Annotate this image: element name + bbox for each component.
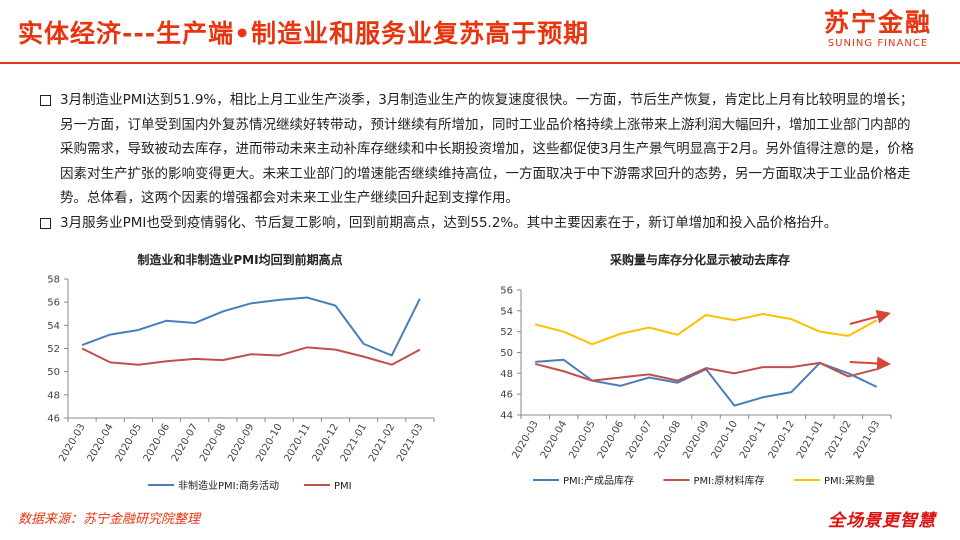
- chart-title: 采购量与库存分化显示被动去库存: [609, 252, 790, 267]
- y-tick-label: 52: [47, 344, 60, 355]
- series-line: [81, 296, 421, 357]
- x-tick-label: 2020-06: [142, 422, 172, 464]
- x-tick-label: 2021-02: [823, 419, 853, 461]
- brand-logo: 苏宁金融 SUNING FINANCE: [824, 8, 932, 50]
- series-line: [534, 312, 878, 346]
- x-tick-label: 2020-07: [624, 419, 654, 461]
- title-divider: [0, 62, 960, 64]
- y-tick-label: 50: [500, 348, 513, 359]
- bullet-item: 3月服务业PMI也受到疫情弱化、节后复工影响，回到前期高点，达到55.2%。其中…: [40, 211, 920, 236]
- y-tick-label: 54: [500, 306, 513, 317]
- bullet-text: 3月服务业PMI也受到疫情弱化、节后复工影响，回到前期高点，达到55.2%。其中…: [60, 214, 838, 231]
- logo-text-en: SUNING FINANCE: [827, 38, 929, 49]
- x-tick-label: 2020-03: [510, 419, 540, 461]
- x-tick-label: 2020-10: [710, 419, 740, 461]
- x-tick-label: 2020-08: [198, 422, 228, 464]
- y-tick-label: 52: [500, 327, 513, 338]
- data-source-note: 数据来源：苏宁金融研究院整理: [18, 512, 201, 527]
- annotation-arrow: [849, 309, 891, 325]
- x-tick-label: 2021-01: [339, 422, 369, 464]
- x-tick-label: 2020-09: [681, 419, 711, 461]
- logo-text-cn: 苏宁金融: [823, 8, 932, 37]
- x-tick-label: 2020-05: [114, 422, 144, 464]
- x-tick-label: 2020-09: [226, 422, 256, 464]
- x-tick-label: 2020-06: [596, 419, 626, 461]
- x-tick-label: 2020-05: [567, 419, 597, 461]
- x-tick-label: 2021-02: [367, 422, 397, 464]
- y-tick-label: 44: [500, 411, 513, 422]
- square-bullet-icon: [40, 217, 51, 229]
- legend-label: PMI:采购量: [824, 474, 875, 487]
- y-tick-label: 46: [47, 414, 60, 425]
- series-line: [534, 361, 878, 382]
- page-title: 实体经济---生产端•制造业和服务业复苏高于预期: [18, 19, 590, 48]
- square-bullet-icon: [40, 95, 51, 106]
- y-tick-label: 58: [47, 275, 60, 286]
- slogan: 全场景更智慧: [828, 511, 936, 531]
- bullet-item: 3月制造业PMI达到51.9%，相比上月工业生产淡季，3月制造业生产的恢复速度很…: [40, 88, 920, 211]
- legend-label: 非制造业PMI:商务活动: [178, 479, 279, 492]
- series-line: [81, 346, 421, 366]
- legend-label: PMI:产成品库存: [563, 474, 634, 487]
- y-tick-label: 54: [47, 321, 60, 332]
- y-tick-label: 48: [500, 369, 513, 380]
- pmi-line-chart: 制造业和非制造业PMI均回到前期高点464850525456582020-032…: [47, 252, 435, 492]
- y-tick-label: 56: [500, 286, 513, 297]
- y-tick-label: 56: [47, 298, 60, 309]
- inventory-line-chart: 采购量与库存分化显示被动去库存444648505254562020-032020…: [500, 252, 892, 487]
- y-tick-label: 46: [500, 390, 513, 401]
- x-tick-label: 2021-01: [795, 419, 825, 461]
- y-tick-label: 50: [47, 367, 60, 378]
- x-tick-label: 2020-04: [85, 422, 115, 464]
- x-tick-label: 2020-07: [170, 422, 200, 464]
- x-tick-label: 2020-08: [653, 419, 683, 461]
- x-tick-label: 2020-11: [738, 419, 768, 461]
- bullet-list: 3月制造业PMI达到51.9%，相比上月工业生产淡季，3月制造业生产的恢复速度很…: [40, 88, 920, 235]
- legend-label: PMI: [334, 481, 352, 492]
- annotation-arrow: [849, 356, 891, 371]
- x-tick-label: 2020-12: [767, 419, 797, 461]
- chart-title: 制造业和非制造业PMI均回到前期高点: [137, 252, 342, 267]
- x-tick-label: 2020-12: [311, 422, 341, 464]
- x-tick-label: 2020-11: [282, 422, 312, 464]
- x-tick-label: 2021-03: [852, 419, 882, 461]
- y-tick-label: 48: [47, 390, 60, 401]
- bullet-text: 3月制造业PMI达到51.9%，相比上月工业生产淡季，3月制造业生产的恢复速度很…: [60, 92, 915, 206]
- x-tick-label: 2020-10: [254, 422, 284, 464]
- x-tick-label: 2021-03: [395, 422, 425, 464]
- x-tick-label: 2020-03: [57, 422, 87, 464]
- x-tick-label: 2020-04: [539, 419, 569, 461]
- legend-label: PMI:原材料库存: [694, 474, 765, 487]
